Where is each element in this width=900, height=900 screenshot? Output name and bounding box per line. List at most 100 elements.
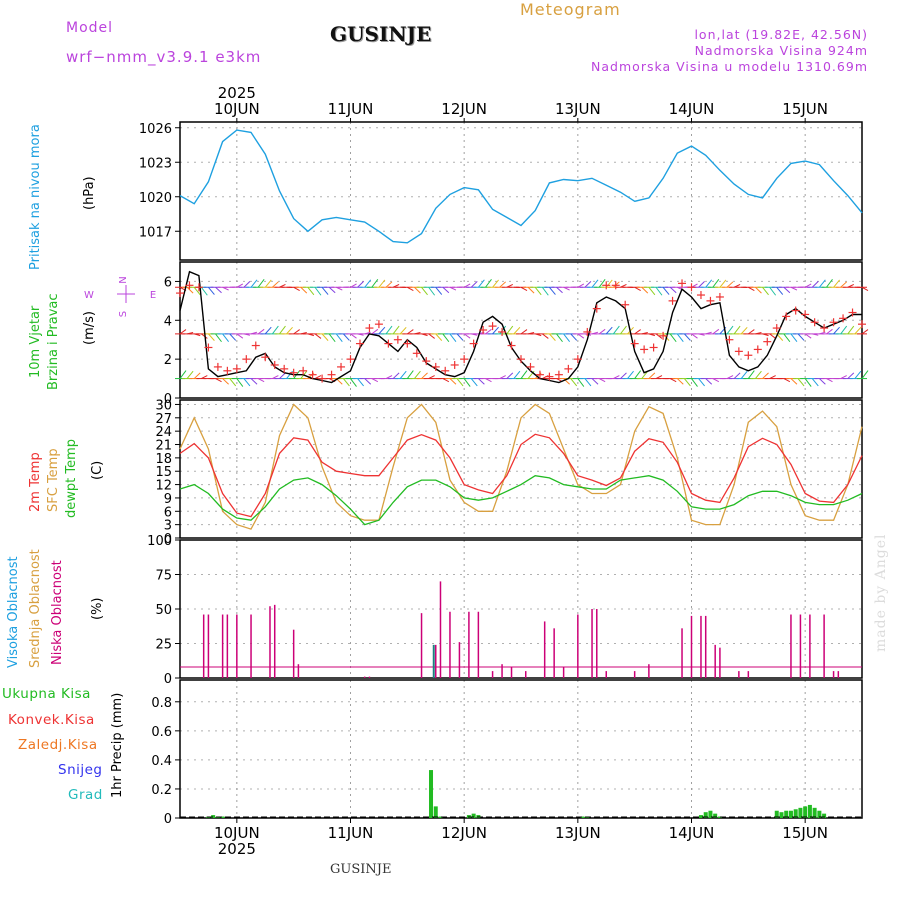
wind-barb-flag bbox=[748, 329, 755, 335]
wind-barb-flag bbox=[726, 281, 734, 288]
wind-panel-label-1: 10m Vjetar bbox=[28, 305, 43, 378]
wind-barb-flag bbox=[506, 284, 514, 288]
wind-barb-flag bbox=[350, 378, 357, 387]
wind-barb-flag bbox=[790, 378, 798, 385]
wind-barb-flag bbox=[740, 326, 748, 335]
wind-barb-flag bbox=[272, 375, 279, 380]
wind-barb-flag bbox=[286, 370, 293, 379]
wind-barb-flag bbox=[726, 325, 734, 335]
wind-barb-flag bbox=[499, 325, 507, 335]
wind-barb-flag bbox=[726, 375, 734, 380]
temp-2m-label: 2m Temp bbox=[28, 452, 43, 512]
precip-bar bbox=[429, 770, 434, 818]
wind-barb-flag bbox=[506, 325, 514, 335]
wind-barbs bbox=[175, 278, 869, 387]
precip-bar bbox=[717, 816, 722, 818]
wind-barb-flag bbox=[513, 326, 521, 335]
wind-barb-flag bbox=[634, 329, 641, 335]
wind-barb-flag bbox=[506, 372, 514, 379]
footer-city: GUSINJE bbox=[330, 862, 392, 877]
meteogram-label: Meteogram bbox=[520, 0, 621, 19]
precip-bar bbox=[784, 810, 789, 818]
wind-barb-flag bbox=[407, 329, 414, 335]
wind-barb-flag bbox=[293, 370, 301, 379]
wind-barb-flag bbox=[762, 286, 769, 296]
wind-barb-flag bbox=[705, 279, 713, 288]
wind-barb-flag bbox=[535, 333, 542, 337]
wind-barb-flag bbox=[598, 278, 606, 288]
wind-barb-flag bbox=[691, 333, 698, 339]
wind-barb-flag bbox=[577, 378, 585, 387]
wind-barb-flag bbox=[613, 281, 620, 288]
elevation-label: Nadmorska Visina 924m bbox=[694, 43, 868, 58]
wind-barb-flag bbox=[719, 326, 727, 335]
panel-frame-cloud bbox=[179, 539, 863, 679]
wind-barb-flag bbox=[463, 333, 471, 339]
wind-barb-flag bbox=[328, 378, 336, 383]
wind-barb-flag bbox=[584, 281, 592, 288]
wind-barb-flag bbox=[584, 378, 592, 387]
wind-barb-flag bbox=[556, 286, 563, 294]
wind-barb-flag bbox=[428, 286, 436, 296]
panel-frame-pressure bbox=[179, 121, 863, 261]
wind-barb-flag bbox=[747, 370, 755, 379]
wind-barb-flag bbox=[556, 378, 563, 383]
wind-barb-flag bbox=[236, 283, 244, 288]
wind-barb-flag bbox=[414, 331, 421, 335]
wind-barb-flag bbox=[243, 333, 251, 336]
wind-barb-flag bbox=[840, 375, 847, 380]
wind-barb-flag bbox=[392, 325, 400, 335]
wind-barb-flag bbox=[627, 326, 634, 335]
wind-barb-flag bbox=[250, 331, 258, 335]
wind-barb-flag bbox=[811, 378, 819, 387]
wind-barb-flag bbox=[222, 286, 229, 291]
wind-barb-flag bbox=[421, 372, 428, 379]
wind-barb-flag bbox=[279, 284, 286, 288]
wind-barb-flag bbox=[776, 286, 784, 295]
ytick-label-precip: 0.2 bbox=[151, 783, 172, 798]
wind-barb-flag bbox=[520, 370, 528, 379]
top-day-label: 12JUN bbox=[441, 100, 487, 118]
wind-barb-flag bbox=[335, 333, 343, 343]
wind-barb-flag bbox=[797, 378, 805, 387]
wind-barb-flag bbox=[698, 281, 705, 288]
precip-bar bbox=[476, 815, 481, 818]
wind-barb-flag bbox=[655, 286, 663, 296]
coords-label: lon,lat (19.82E, 42.56N) bbox=[694, 27, 868, 42]
ytick-label-temperature: 0 bbox=[164, 532, 172, 547]
wind-barb-flag bbox=[655, 375, 663, 380]
wind-barb-flag bbox=[584, 333, 592, 336]
wind-barb-flag bbox=[542, 375, 549, 380]
precip-bar bbox=[812, 807, 817, 818]
wind-barb-flag bbox=[470, 378, 478, 387]
gust-markers bbox=[176, 279, 866, 383]
wind-barb-flag bbox=[215, 286, 222, 294]
wind-barb-flag bbox=[605, 279, 613, 288]
wind-barb-flag bbox=[705, 331, 712, 335]
wind-barb-flag bbox=[570, 333, 578, 341]
wind-barb-flag bbox=[435, 333, 443, 341]
top-day-label: 15JUN bbox=[782, 100, 828, 118]
wind-barb-flag bbox=[200, 286, 208, 296]
wind-barb-flag bbox=[314, 333, 322, 339]
ytick-label-pressure: 1020 bbox=[139, 191, 172, 206]
pressure-line bbox=[179, 129, 863, 244]
wind-barb-flag bbox=[542, 333, 549, 339]
wind-barb-flag bbox=[534, 286, 542, 296]
wind-barb-flag bbox=[648, 286, 656, 296]
wind-barb-flag bbox=[335, 378, 343, 385]
ytick-label-temperature: 21 bbox=[155, 439, 172, 454]
wind-barb-flag bbox=[257, 378, 265, 383]
wind-barb-flag bbox=[712, 378, 720, 383]
wind-barb-flag bbox=[378, 326, 386, 335]
wind-barb-flag bbox=[563, 378, 570, 385]
wind-barb-flag bbox=[527, 370, 535, 379]
wind-barb-flag bbox=[826, 378, 833, 383]
wind-barb-flag bbox=[847, 372, 855, 379]
wind-barb-flag bbox=[691, 378, 698, 387]
wind-barb-flag bbox=[598, 328, 606, 335]
wind-barb-flag bbox=[478, 378, 485, 385]
model-label: Model bbox=[66, 20, 114, 36]
2m-temp-line bbox=[179, 433, 863, 518]
wind-barb-flag bbox=[364, 279, 372, 288]
